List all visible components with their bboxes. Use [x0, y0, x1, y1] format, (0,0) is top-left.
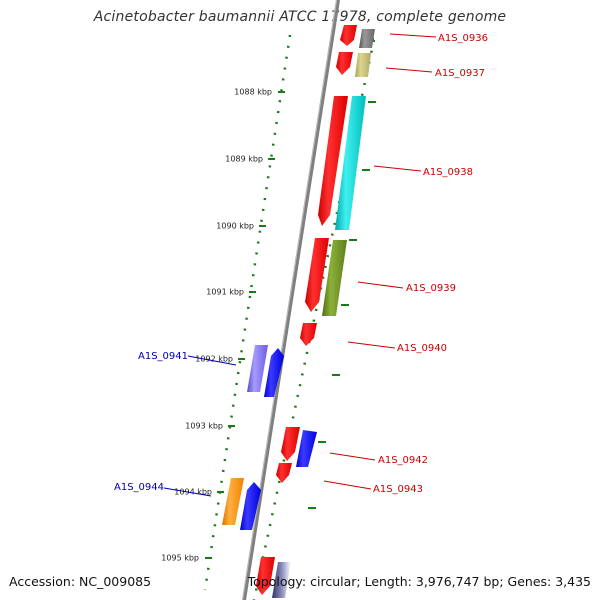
label-leader-lines	[163, 33, 437, 497]
tick-1092-kbp: 1092 kbp	[195, 355, 245, 364]
gene-label-a1s-0944[interactable]: A1S_0944	[114, 482, 164, 493]
tick-label: 1094 kbp	[174, 488, 212, 497]
scale-ticks: 1088 kbp 1089 kbp 1090 kbp 1091 kbp 1092…	[161, 88, 285, 563]
tick-label: 1089 kbp	[225, 155, 263, 164]
gene-a1s-0938-function-bar[interactable]	[335, 96, 366, 230]
tick-1090-kbp: 1090 kbp	[216, 222, 266, 231]
tick-1094-kbp: 1094 kbp	[174, 488, 224, 497]
gene-labels: A1S_0936 A1S_0937 A1S_0938 A1S_0939 A1S_…	[114, 33, 488, 495]
tick-label: 1088 kbp	[234, 88, 272, 97]
gene-a1s-0939-function-bar[interactable]	[322, 240, 347, 316]
gene-a1s-0942-reverse[interactable]	[296, 430, 317, 467]
gene-a1s-0937-function-bar[interactable]	[355, 53, 371, 77]
gene-a1s-0941-reverse[interactable]	[264, 348, 284, 397]
forward-track-guide	[252, 39, 376, 600]
gene-a1s-0943-forward[interactable]	[276, 463, 292, 483]
topology-text: Topology: circular; Length: 3,976,747 bp…	[247, 574, 591, 589]
annotation-bars	[222, 29, 375, 598]
genome-backbone	[242, 0, 340, 600]
gene-bottom-forward[interactable]	[256, 557, 275, 595]
tick-label: 1095 kbp	[161, 554, 199, 563]
gene-label-a1s-0940[interactable]: A1S_0940	[397, 343, 447, 354]
tick-1088-kbp: 1088 kbp	[234, 88, 285, 97]
tick-1093-kbp: 1093 kbp	[185, 422, 235, 431]
gene-label-a1s-0937[interactable]: A1S_0937	[435, 68, 485, 79]
tick-1095-kbp: 1095 kbp	[161, 554, 212, 563]
tick-1089-kbp: 1089 kbp	[225, 155, 275, 164]
gene-bottom-function-bar[interactable]	[272, 562, 291, 598]
tick-label: 1092 kbp	[195, 355, 233, 364]
gene-a1s-0938-forward[interactable]	[318, 96, 348, 226]
gene-label-a1s-0943[interactable]: A1S_0943	[373, 484, 423, 495]
gene-a1s-0937-forward[interactable]	[336, 52, 353, 75]
reverse-strand-genes	[240, 348, 317, 530]
tick-label: 1090 kbp	[216, 222, 254, 231]
gene-a1s-0936-function-bar[interactable]	[359, 29, 375, 48]
gene-a1s-0944-function-bar[interactable]	[222, 478, 244, 525]
tick-1091-kbp: 1091 kbp	[206, 288, 256, 297]
gene-a1s-0944-reverse[interactable]	[240, 482, 261, 530]
gene-label-a1s-0938[interactable]: A1S_0938	[423, 167, 473, 178]
genome-title: Acinetobacter baumannii ATCC 17978, comp…	[93, 9, 507, 25]
tick-label: 1093 kbp	[185, 422, 223, 431]
gene-label-a1s-0939[interactable]: A1S_0939	[406, 283, 456, 294]
gene-label-a1s-0942[interactable]: A1S_0942	[378, 455, 428, 466]
gene-label-a1s-0936[interactable]: A1S_0936	[438, 33, 488, 44]
gene-label-a1s-0941[interactable]: A1S_0941	[138, 351, 188, 362]
gene-a1s-0942-forward[interactable]	[281, 427, 300, 461]
gene-a1s-0939-forward[interactable]	[305, 238, 329, 312]
gene-a1s-0940-forward[interactable]	[300, 323, 317, 346]
forward-strand-genes	[256, 25, 357, 595]
tick-label: 1091 kbp	[206, 288, 244, 297]
gene-a1s-0941-function-bar[interactable]	[247, 345, 268, 392]
gene-a1s-0936-forward[interactable]	[340, 25, 357, 46]
accession-text: Accession: NC_009085	[9, 574, 152, 589]
